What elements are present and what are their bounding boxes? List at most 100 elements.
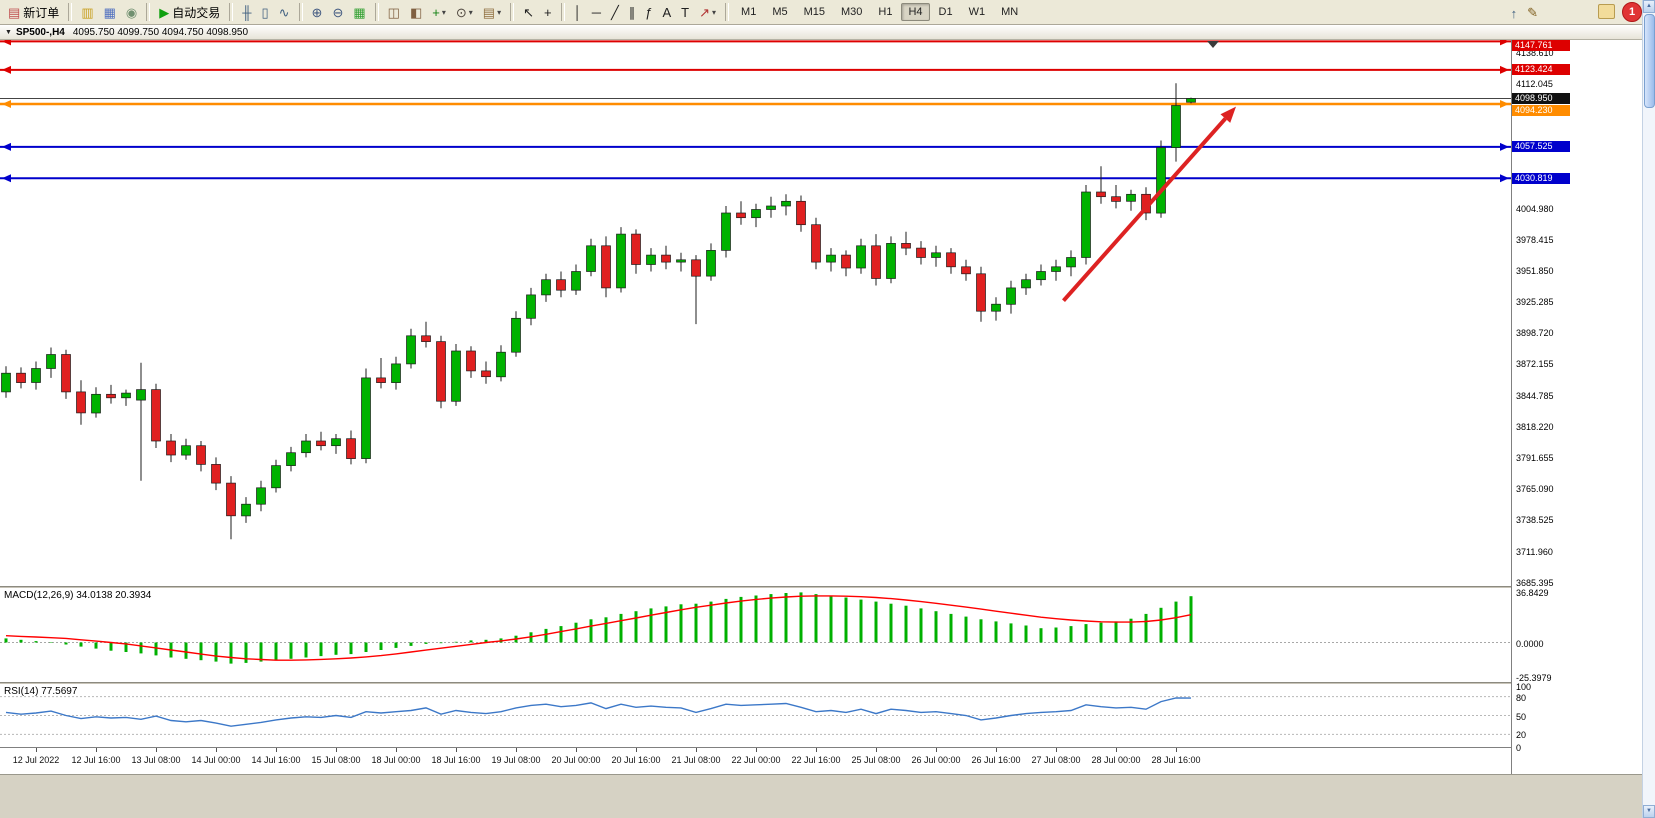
vertical-line-icon[interactable]: │ bbox=[570, 1, 586, 23]
time-tick bbox=[816, 748, 817, 752]
edit-icon[interactable]: ✎ bbox=[1527, 5, 1538, 20]
candlestick-chart-icon[interactable]: ▯ bbox=[257, 1, 272, 23]
macd-label: MACD(12,26,9) 34.0138 20.3934 bbox=[4, 590, 152, 601]
chart-area: ▼ SP500-,H4 4095.750 4099.750 4094.750 4… bbox=[0, 26, 1655, 818]
main-chart-pane[interactable] bbox=[0, 40, 1511, 586]
templates-button[interactable]: ▤ ▾ bbox=[479, 1, 505, 23]
price-tick-label: 3951.850 bbox=[1516, 266, 1554, 276]
main-toolbar: ▤ 新订单 ▥ ▦ ◉ ▶ 自动交易 ╫ ▯ ∿ ⊕ ⊖ ▦ ◫ ◧ + ▾ ⊙ ▾ ▤ ▾ ↖ + │ ─ ╱ ∥ ƒ A T ↗ ▾ M1… bbox=[0, 0, 1643, 25]
dropdown-arrow-icon[interactable]: ▾ bbox=[497, 7, 502, 17]
channel-icon[interactable]: ∥ bbox=[625, 1, 640, 23]
crosshair-icon[interactable]: + bbox=[540, 1, 556, 23]
price-tick-label: 3818.220 bbox=[1516, 422, 1554, 433]
chart-titlebar: ▼ SP500-,H4 4095.750 4099.750 4094.750 4… bbox=[0, 26, 1643, 40]
timeframe-d1[interactable]: D1 bbox=[938, 6, 953, 18]
shapes-button[interactable]: ↗ ▾ bbox=[695, 1, 720, 23]
tile-windows-icon[interactable]: ▦ bbox=[349, 1, 369, 23]
support-line-orange[interactable] bbox=[0, 100, 1511, 108]
time-label: 26 Jul 00:00 bbox=[911, 755, 961, 765]
bar-chart-icon[interactable]: ╫ bbox=[238, 1, 255, 23]
text-icon-glyph: A bbox=[662, 4, 672, 20]
rsi-chart[interactable] bbox=[0, 684, 1511, 747]
price-axis[interactable]: 4138.610 4112.045 4004.980 3978.415 3951.850… bbox=[1511, 40, 1643, 774]
macd-axis-label: 0.0000 bbox=[1516, 638, 1544, 649]
scrollbar-thumb[interactable] bbox=[1644, 14, 1655, 108]
toolbar-separator bbox=[146, 3, 151, 21]
time-label: 18 Jul 16:00 bbox=[431, 755, 481, 765]
horizontal-line-icon[interactable]: ─ bbox=[588, 1, 605, 23]
timeframe-mn[interactable]: MN bbox=[1001, 6, 1019, 18]
toolbar-groups: ▤ 新订单 ▥ ▦ ◉ ▶ 自动交易 ╫ ▯ ∿ ⊕ ⊖ ▦ ◫ ◧ + ▾ ⊙ ▾ ▤ ▾ ↖ + │ ─ ╱ ∥ ƒ A T ↗ ▾ bbox=[3, 1, 721, 23]
dropdown-arrow-icon[interactable]: ▾ bbox=[441, 7, 446, 17]
timeframe-m15[interactable]: M15 bbox=[803, 6, 826, 18]
chart-shift-marker[interactable] bbox=[1207, 41, 1219, 48]
indicators-icon[interactable]: ◫ bbox=[384, 1, 404, 23]
pane-splitter[interactable] bbox=[0, 586, 1643, 588]
time-tick bbox=[1116, 748, 1117, 752]
zoom-out-icon[interactable]: ⊖ bbox=[328, 1, 347, 23]
candlestick-chart-icon-glyph: ▯ bbox=[261, 4, 269, 20]
candlestick-chart[interactable] bbox=[0, 40, 1511, 586]
corner-extension-icon[interactable] bbox=[1598, 4, 1615, 19]
trendline-icon[interactable]: ╱ bbox=[607, 1, 623, 23]
support-line-orange-badge: 4094.230 bbox=[1512, 105, 1570, 116]
resistance-line-1[interactable] bbox=[0, 40, 1511, 46]
timeframe-m5[interactable]: M5 bbox=[772, 6, 788, 18]
zoom-in-icon[interactable]: ⊕ bbox=[308, 1, 327, 23]
pane-splitter[interactable] bbox=[0, 682, 1643, 684]
time-label: 12 Jul 16:00 bbox=[71, 755, 121, 765]
price-tick-label: 3711.960 bbox=[1516, 546, 1553, 557]
resistance-line-2[interactable] bbox=[0, 65, 1511, 74]
trend-arrow[interactable] bbox=[1062, 106, 1237, 303]
macd-pane[interactable]: MACD(12,26,9) 34.0138 20.3934 bbox=[0, 588, 1511, 682]
data-window-icon-glyph: ▦ bbox=[103, 4, 116, 20]
arrow-up-icon[interactable]: ↑ bbox=[1510, 5, 1518, 21]
channel-icon-glyph: ∥ bbox=[628, 4, 636, 20]
text-icon[interactable]: A bbox=[659, 1, 676, 23]
scroll-down-icon[interactable]: ▼ bbox=[1643, 805, 1655, 818]
price-tick-label: 3685.395 bbox=[1516, 577, 1554, 588]
scroll-up-icon[interactable]: ▲ bbox=[1643, 0, 1655, 13]
time-label: 14 Jul 00:00 bbox=[191, 755, 241, 765]
time-label: 28 Jul 00:00 bbox=[1091, 755, 1141, 765]
dropdown-arrow-icon[interactable]: ▾ bbox=[712, 7, 717, 17]
timeframe-m1[interactable]: M1 bbox=[741, 6, 757, 18]
timeframe-w1[interactable]: W1 bbox=[968, 6, 986, 18]
data-window-icon[interactable]: ▦ bbox=[100, 1, 120, 23]
navigator-icon[interactable]: ◉ bbox=[122, 1, 141, 23]
time-label: 27 Jul 08:00 bbox=[1031, 755, 1081, 765]
fibonacci-icon[interactable]: ƒ bbox=[641, 1, 656, 23]
time-label: 20 Jul 16:00 bbox=[611, 755, 661, 765]
time-tick bbox=[936, 748, 937, 752]
timeframe-m30[interactable]: M30 bbox=[841, 6, 863, 18]
price-tick-label: 4138.610 bbox=[1516, 47, 1554, 58]
auto-trading-button[interactable]: ▶ 自动交易 bbox=[155, 1, 224, 23]
time-axis[interactable]: 12 Jul 2022 12 Jul 16:00 13 Jul 08:00 14 Ju… bbox=[0, 747, 1511, 775]
notification-badge[interactable]: 1 bbox=[1622, 2, 1642, 22]
chart-menu-icon[interactable]: ▼ bbox=[5, 29, 12, 36]
label-icon[interactable]: T bbox=[677, 1, 693, 23]
support-line-blue-1[interactable] bbox=[0, 142, 1511, 151]
time-tick bbox=[756, 748, 757, 752]
macd-signal-line bbox=[5, 595, 1192, 661]
add-indicator-button[interactable]: + ▾ bbox=[428, 1, 450, 23]
timeframe-h1[interactable]: H1 bbox=[878, 6, 893, 18]
periods-button[interactable]: ⊙ ▾ bbox=[452, 1, 477, 23]
macd-chart[interactable] bbox=[0, 588, 1511, 682]
market-watch-icon[interactable]: ▥ bbox=[77, 1, 97, 23]
rsi-pane[interactable]: RSI(14) 77.5697 bbox=[0, 684, 1511, 747]
toolbar-separator bbox=[510, 3, 515, 21]
timeframe-h4[interactable]: H4 bbox=[901, 3, 930, 21]
indicator-window-icon[interactable]: ◧ bbox=[406, 1, 426, 23]
cursor-icon[interactable]: ↖ bbox=[519, 1, 538, 23]
price-tick-label: 3925.285 bbox=[1516, 297, 1554, 308]
auto-trading-glyph: ▶ bbox=[159, 4, 170, 20]
time-label: 26 Jul 16:00 bbox=[971, 755, 1021, 765]
resistance-line-1-badge: 4147.761 bbox=[1512, 40, 1570, 51]
new-order-button[interactable]: ▤ 新订单 bbox=[4, 1, 63, 23]
vertical-scrollbar[interactable]: ▲ ▼ bbox=[1642, 0, 1655, 818]
line-chart-icon[interactable]: ∿ bbox=[275, 1, 294, 23]
dropdown-arrow-icon[interactable]: ▾ bbox=[468, 7, 473, 17]
support-line-blue-2[interactable] bbox=[0, 174, 1511, 183]
indicator-window-icon-glyph: ◧ bbox=[409, 4, 423, 20]
